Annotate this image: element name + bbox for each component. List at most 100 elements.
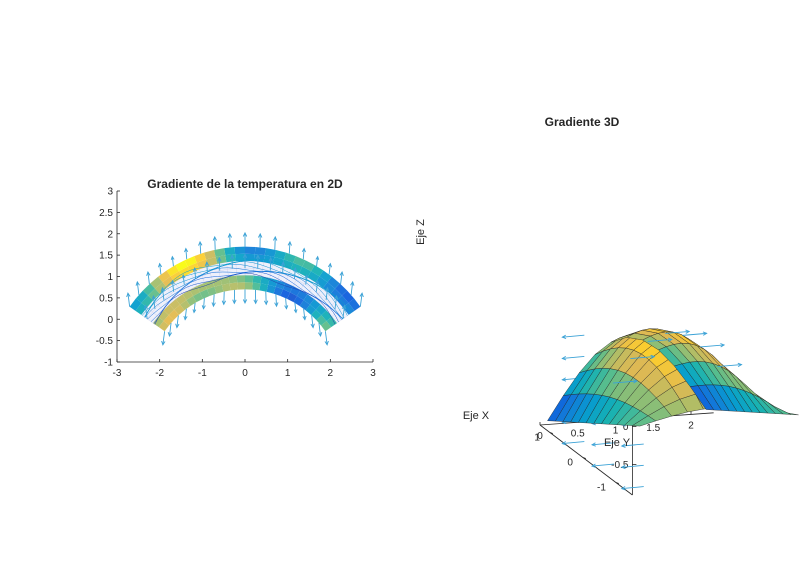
chart-2d-band-cell: [224, 246, 236, 256]
chart-2d-arrow: [146, 271, 151, 285]
chart-2d-band-cell: [303, 294, 315, 305]
chart-2d-band-cell: [162, 276, 175, 288]
chart-2d-band-cell: [199, 289, 210, 299]
chart-2d-band-cell: [348, 298, 361, 311]
chart-2d-arrow: [301, 247, 306, 260]
chart-3d-x-axis: [539, 424, 633, 496]
chart-2d-x-tick-label: -1: [198, 368, 207, 379]
chart-2d-arrow: [293, 267, 298, 279]
chart-3d-arrow: [682, 331, 708, 336]
chart-3d-arrow: [630, 354, 656, 360]
chart-3d-arrow: [620, 443, 644, 448]
chart-2d-arrow: [255, 254, 261, 269]
chart-2d-band-cell: [299, 266, 312, 278]
chart-2d-gradient-arrows: [126, 231, 364, 346]
chart-2d-arrow: [227, 232, 232, 248]
chart-2d-arrow: [293, 302, 298, 314]
chart-2d-contour: [147, 271, 344, 320]
chart-2d-y-tick-label: 1.5: [99, 251, 113, 262]
chart-3d-arrow: [561, 441, 585, 446]
chart-2d-band-cell: [283, 252, 296, 263]
chart-2d-arrow: [324, 331, 329, 346]
chart-2d-band-cell: [221, 283, 231, 292]
chart-3d-surface: [547, 328, 799, 427]
chart-2d-arrow: [170, 279, 175, 292]
chart-2d-band-cell: [311, 309, 322, 321]
chart-2d-band-cell: [245, 282, 253, 290]
chart-3d-z-tick-label: -0.5: [611, 460, 629, 471]
chart-2d-arrow: [217, 256, 222, 271]
chart-3d-ylabel: Eje Y: [604, 437, 631, 449]
chart-3d-x-tick: [549, 432, 554, 434]
chart-2d-band-cell: [245, 275, 254, 283]
chart-2d-band-cell: [293, 295, 304, 306]
chart-2d-band-cell: [206, 256, 218, 267]
chart-2d-band-cell: [196, 282, 208, 293]
chart-2d-axes: -3 -2 -1 0 1 2 3 -1 -0.5 0 0.5 1 1.5 2 2.5 3: [96, 187, 376, 380]
chart-3d-y-tick-label: 0.5: [571, 428, 585, 439]
chart-2d-arrow: [204, 261, 210, 275]
chart-2d-band-cell: [293, 256, 306, 267]
chart-3d-arrow: [590, 463, 615, 468]
chart-3d-gradient-arrows-front: [612, 329, 743, 384]
chart-3d-arrow: [700, 343, 726, 348]
chart-2d-arrow: [157, 262, 163, 275]
chart-2d-band-cell: [336, 295, 349, 308]
chart-2d-arrow: [317, 322, 323, 338]
chart-2d-arrow: [184, 247, 189, 260]
chart-2d-band-cell: [326, 316, 338, 328]
chart-2d-band-cell: [147, 288, 160, 301]
chart-3d-surface-facet: [689, 385, 715, 411]
chart-2d-band-cell: [169, 299, 181, 310]
chart-2d-arrow: [274, 294, 279, 308]
chart-3d-arrow: [717, 362, 743, 368]
chart-2d-band-cell: [204, 250, 216, 260]
chart-2d-y-tick-label: 2.5: [99, 208, 113, 219]
chart-2d-arrow: [175, 315, 180, 329]
chart-3d-arrow: [665, 329, 691, 334]
chart-2d-band-cell: [228, 275, 238, 284]
chart-2d-band-cell: [245, 246, 256, 255]
chart-2d-y-tick-label: -0.5: [96, 336, 114, 347]
chart-2d-band-cell: [342, 290, 355, 303]
chart-2d-contour: [144, 267, 343, 320]
chart-2d-band-cell: [214, 284, 224, 294]
chart-3d-title: Gradiente 3D: [545, 115, 620, 129]
chart-2d-arrow: [272, 235, 278, 250]
chart-2d-band-cell: [155, 282, 167, 294]
chart-2d-arrow: [310, 315, 315, 329]
chart-2d-y-tick-label: 0.5: [99, 293, 113, 304]
chart-2d-band-cell: [194, 252, 207, 263]
chart-3d-arrow: [561, 334, 585, 340]
chart-2d-x-tick-label: 3: [370, 368, 376, 379]
chart-2d-band-cell: [245, 253, 255, 262]
chart-2d-band-cell: [237, 282, 245, 290]
chart-2d-band-cell: [204, 279, 215, 290]
chart-2d-arrow: [359, 292, 364, 307]
chart-2d-x-tick-label: 0: [242, 368, 248, 379]
chart-2d-band-cell: [309, 299, 321, 310]
chart-2d-title: Gradiente de la temperatura en 2D: [147, 177, 343, 191]
chart-2d-arrow: [263, 291, 269, 306]
chart-2d-band-cell: [327, 276, 340, 289]
chart-2d-arrow: [126, 292, 131, 307]
chart-2d-band-cell: [302, 260, 315, 272]
chart-2d-band-cell: [274, 250, 286, 260]
chart-2d-arrow: [198, 240, 203, 254]
chart-2d-band-cell: [282, 282, 294, 293]
chart-2d-band-cell: [168, 309, 179, 321]
chart-2d-band-cell: [229, 282, 238, 291]
chart-2d-band-cell: [323, 282, 335, 294]
chart-2d-band-cell: [142, 283, 156, 296]
chart-2d-band-cell: [135, 290, 148, 303]
chart-2d-band-cell: [175, 294, 187, 305]
chart-3d-arrow: [647, 337, 673, 342]
chart-2d-band-cell: [319, 270, 332, 283]
chart-2d-band-cell: [264, 248, 276, 257]
chart-2d-arrow: [242, 253, 248, 268]
chart-2d-band-cell: [321, 320, 332, 332]
chart-2d-arrow: [192, 267, 197, 279]
chart-2d-band-cell: [252, 275, 262, 284]
chart-3d-arrow: [620, 486, 644, 491]
